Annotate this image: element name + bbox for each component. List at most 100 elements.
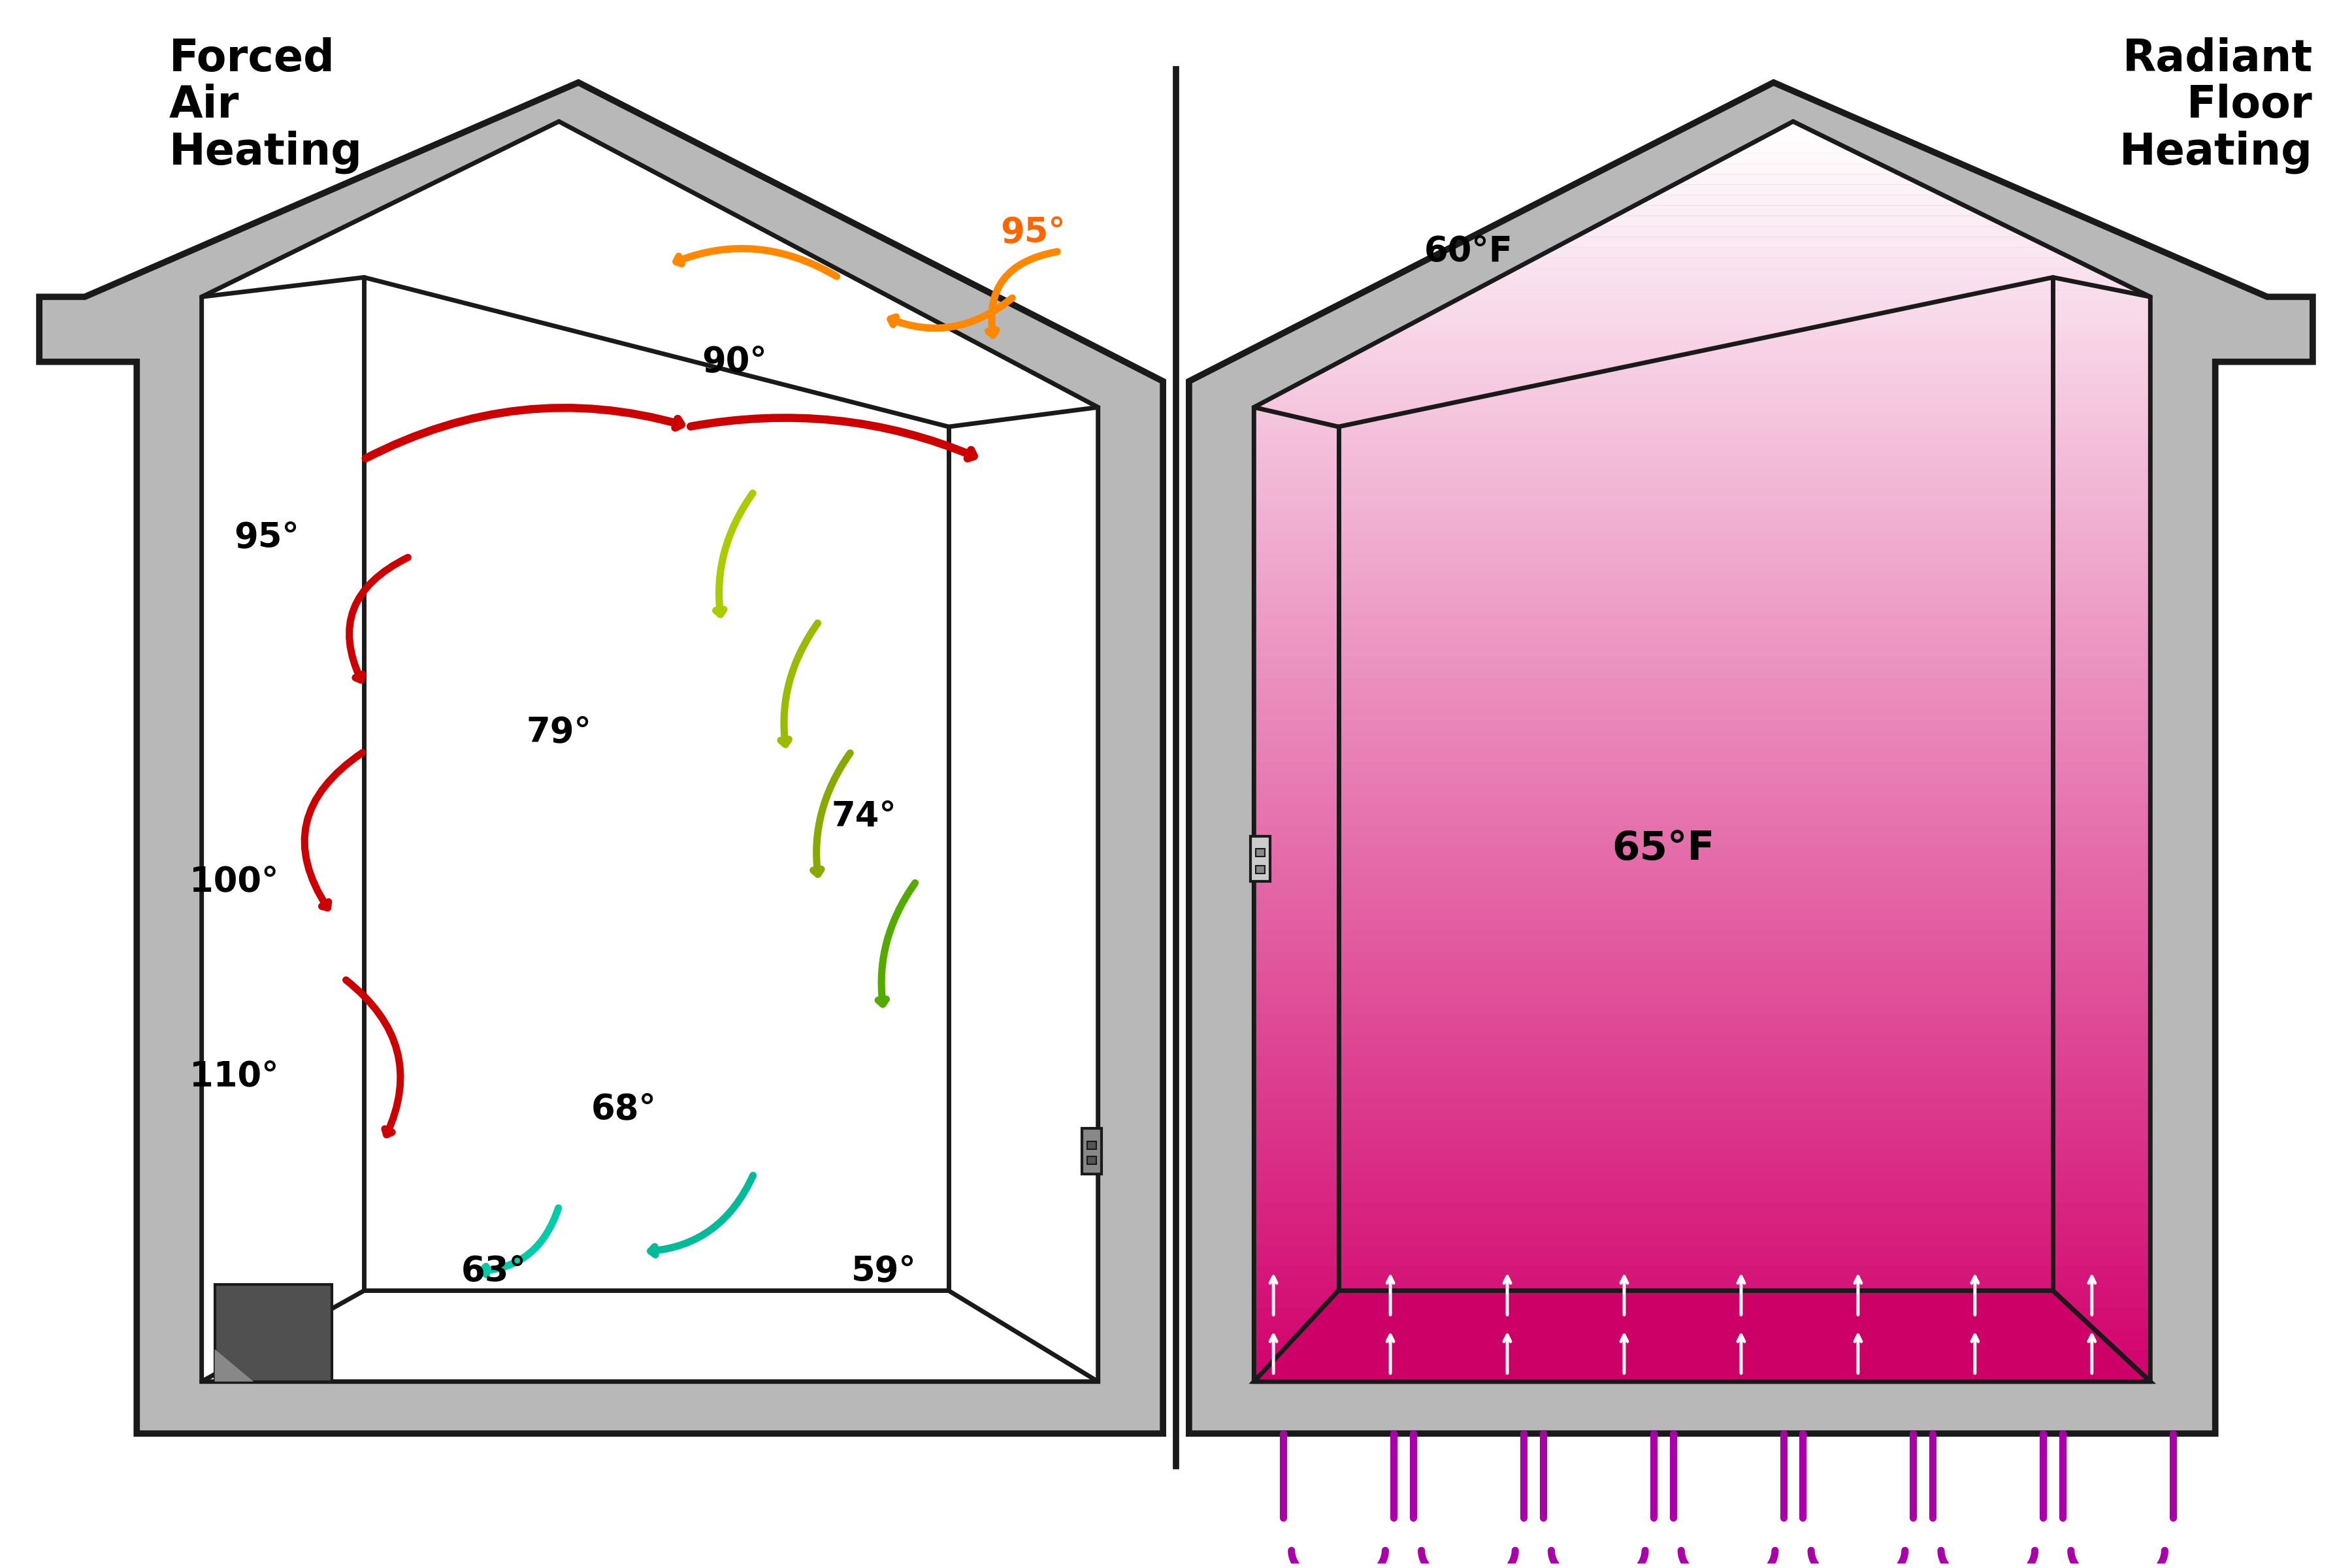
Polygon shape [1515,259,2093,268]
Polygon shape [1254,426,2150,436]
Polygon shape [1254,751,2150,762]
Polygon shape [1616,205,1985,216]
Polygon shape [1254,478,2150,489]
Polygon shape [1254,532,2150,541]
Polygon shape [1693,163,1900,174]
Polygon shape [1254,572,2150,583]
Polygon shape [1254,1035,2150,1046]
Polygon shape [1254,1193,2150,1203]
Polygon shape [1254,1140,2150,1151]
Polygon shape [1254,489,2150,500]
Polygon shape [1254,1290,2150,1381]
Polygon shape [1338,353,2150,362]
Polygon shape [1254,1066,2150,1077]
Polygon shape [1254,637,2150,646]
Polygon shape [1254,804,2150,814]
Polygon shape [1254,1004,2150,1014]
Polygon shape [1254,1171,2150,1182]
Polygon shape [214,1284,332,1381]
Polygon shape [1254,405,2150,416]
Polygon shape [1254,436,2150,447]
Polygon shape [1254,856,2150,867]
Polygon shape [1437,299,2150,310]
Polygon shape [1254,825,2150,836]
Polygon shape [1254,605,2150,615]
Polygon shape [1254,688,2150,699]
Polygon shape [1254,993,2150,1004]
Polygon shape [1675,174,1922,185]
Text: 79°: 79° [527,715,593,750]
Polygon shape [1254,709,2150,720]
Polygon shape [1254,1046,2150,1057]
Polygon shape [1254,521,2150,532]
Polygon shape [1254,773,2150,782]
Polygon shape [1254,1319,2150,1330]
Polygon shape [1317,362,2150,373]
Polygon shape [1254,1160,2150,1171]
Polygon shape [1635,194,1964,205]
Polygon shape [1254,699,2150,709]
Polygon shape [1254,836,2150,847]
Polygon shape [1254,898,2150,909]
Polygon shape [1254,1077,2150,1088]
Polygon shape [1254,583,2150,594]
Polygon shape [1254,541,2150,552]
Polygon shape [1254,1298,2150,1308]
Bar [1082,1129,1101,1174]
Polygon shape [1254,447,2150,458]
Polygon shape [1254,887,2150,898]
Bar [1087,1142,1096,1149]
Polygon shape [1254,1014,2150,1024]
Text: 60°F: 60°F [1423,234,1512,268]
Polygon shape [1277,384,2150,395]
Text: Radiant
Floor
Heating: Radiant Floor Heating [2119,38,2312,174]
Polygon shape [1298,373,2150,384]
Polygon shape [1254,814,2150,825]
Polygon shape [1653,185,1943,194]
Polygon shape [1477,279,2136,290]
Polygon shape [1254,1276,2150,1287]
Polygon shape [1254,1287,2150,1298]
Polygon shape [1254,1361,2150,1370]
Polygon shape [1254,510,2150,521]
Polygon shape [1254,983,2150,993]
Polygon shape [1254,731,2150,742]
Polygon shape [1254,1182,2150,1193]
Text: 65°F: 65°F [1611,829,1715,869]
Bar [1256,866,1265,873]
Polygon shape [1254,1330,2150,1339]
Polygon shape [1254,972,2150,983]
Polygon shape [1254,782,2150,793]
Polygon shape [1254,1350,2150,1361]
Polygon shape [1357,342,2150,353]
Polygon shape [1254,657,2150,668]
Polygon shape [1254,646,2150,657]
Polygon shape [1254,1245,2150,1256]
Polygon shape [1190,83,2312,1433]
Text: 90°: 90° [701,345,767,379]
Text: 95°: 95° [1000,215,1065,249]
Polygon shape [1254,720,2150,731]
Polygon shape [1416,310,2150,321]
Polygon shape [1254,668,2150,677]
Polygon shape [1773,121,1813,132]
Polygon shape [1254,742,2150,751]
Polygon shape [1254,1203,2150,1214]
Bar [1251,836,1270,881]
Polygon shape [1254,563,2150,572]
Text: 63°: 63° [461,1254,527,1289]
Polygon shape [1755,132,1837,143]
Polygon shape [1254,552,2150,563]
Polygon shape [1254,1339,2150,1350]
Polygon shape [1254,1024,2150,1035]
Polygon shape [1254,952,2150,961]
Polygon shape [1254,594,2150,605]
Text: 95°: 95° [235,521,299,554]
Polygon shape [1254,930,2150,941]
Polygon shape [1254,878,2150,887]
Polygon shape [1496,268,2114,279]
Polygon shape [1254,1265,2150,1276]
Polygon shape [1576,226,2027,237]
Polygon shape [1254,1151,2150,1160]
Polygon shape [1254,677,2150,688]
